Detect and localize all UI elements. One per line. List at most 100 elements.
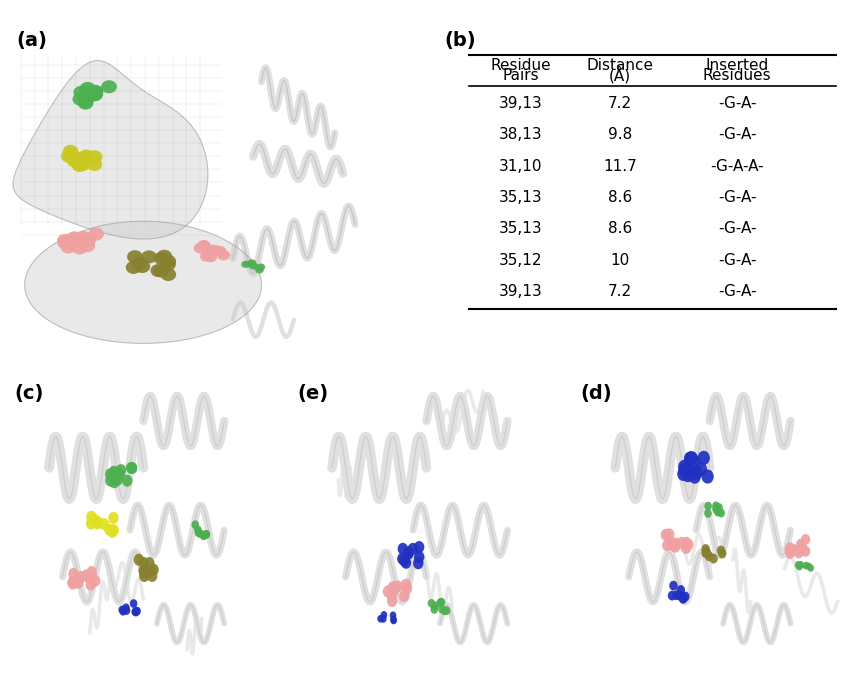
Circle shape (105, 475, 116, 486)
Text: Pairs: Pairs (502, 68, 538, 82)
Circle shape (122, 475, 132, 486)
Circle shape (86, 511, 96, 523)
Circle shape (401, 582, 412, 595)
Circle shape (792, 545, 801, 556)
Text: Inserted: Inserted (705, 58, 768, 73)
Circle shape (407, 543, 417, 555)
Circle shape (116, 464, 126, 476)
Circle shape (156, 249, 172, 263)
Circle shape (785, 548, 794, 559)
Circle shape (153, 265, 169, 277)
Circle shape (76, 571, 86, 583)
Circle shape (712, 506, 720, 515)
Circle shape (380, 615, 386, 623)
Circle shape (107, 526, 118, 538)
Circle shape (665, 538, 676, 550)
Circle shape (142, 567, 153, 579)
Text: -G-A-: -G-A- (717, 190, 756, 205)
Circle shape (126, 462, 136, 474)
Text: 39,13: 39,13 (498, 284, 542, 299)
Circle shape (72, 159, 88, 172)
Circle shape (675, 590, 683, 601)
Circle shape (57, 234, 72, 247)
Circle shape (210, 245, 222, 256)
Text: -G-A-: -G-A- (717, 284, 756, 299)
Circle shape (399, 590, 409, 602)
Text: Residue: Residue (490, 58, 550, 73)
Text: -G-A-A-: -G-A-A- (710, 159, 763, 174)
Circle shape (114, 468, 125, 480)
Circle shape (387, 587, 397, 599)
Circle shape (88, 85, 103, 98)
Circle shape (785, 542, 794, 553)
Text: (d): (d) (579, 384, 611, 403)
Circle shape (105, 468, 115, 480)
Text: 8.6: 8.6 (607, 190, 631, 205)
Circle shape (431, 602, 439, 610)
Circle shape (255, 266, 263, 274)
Text: Distance: Distance (585, 58, 653, 73)
Circle shape (217, 249, 230, 261)
Circle shape (807, 564, 813, 572)
Circle shape (677, 463, 690, 477)
Circle shape (784, 544, 793, 555)
Circle shape (389, 611, 396, 619)
Circle shape (377, 615, 383, 622)
Circle shape (78, 150, 94, 163)
Circle shape (682, 538, 693, 550)
Circle shape (704, 502, 711, 511)
Text: (Å): (Å) (608, 67, 630, 84)
Text: (e): (e) (296, 384, 328, 403)
Circle shape (131, 257, 147, 270)
Circle shape (194, 525, 201, 534)
Circle shape (79, 92, 95, 105)
Circle shape (101, 80, 117, 94)
Circle shape (160, 255, 176, 267)
Circle shape (76, 151, 91, 164)
Circle shape (704, 509, 711, 518)
Circle shape (92, 518, 102, 529)
Circle shape (413, 541, 423, 553)
Circle shape (138, 565, 149, 577)
Circle shape (669, 538, 679, 550)
Circle shape (153, 252, 170, 265)
Text: (a): (a) (17, 31, 48, 50)
Text: Residues: Residues (702, 68, 770, 82)
Text: 11.7: 11.7 (602, 159, 636, 174)
Circle shape (678, 593, 687, 603)
Circle shape (430, 605, 437, 614)
Circle shape (119, 607, 127, 615)
Circle shape (704, 552, 712, 561)
Circle shape (148, 563, 158, 576)
Circle shape (683, 452, 696, 466)
Circle shape (671, 590, 680, 600)
Circle shape (245, 261, 254, 267)
Polygon shape (13, 60, 208, 239)
Circle shape (702, 548, 711, 558)
Circle shape (82, 570, 93, 582)
Text: -G-A-: -G-A- (717, 253, 756, 267)
Circle shape (800, 546, 809, 556)
Circle shape (191, 520, 199, 529)
Text: 7.2: 7.2 (607, 284, 631, 299)
Text: (b): (b) (445, 31, 476, 50)
Circle shape (717, 509, 724, 518)
Circle shape (717, 549, 726, 559)
Circle shape (139, 566, 149, 579)
Text: 31,10: 31,10 (498, 159, 542, 174)
Circle shape (127, 250, 142, 263)
Circle shape (438, 605, 446, 613)
Circle shape (380, 611, 387, 619)
Circle shape (713, 508, 721, 516)
Circle shape (68, 568, 78, 580)
Circle shape (88, 227, 104, 240)
Circle shape (87, 88, 102, 101)
Circle shape (403, 546, 413, 559)
Circle shape (146, 564, 156, 577)
Circle shape (204, 252, 217, 262)
Circle shape (197, 240, 210, 251)
Circle shape (389, 584, 399, 595)
Circle shape (118, 606, 126, 614)
Circle shape (711, 501, 719, 510)
Circle shape (440, 606, 448, 615)
